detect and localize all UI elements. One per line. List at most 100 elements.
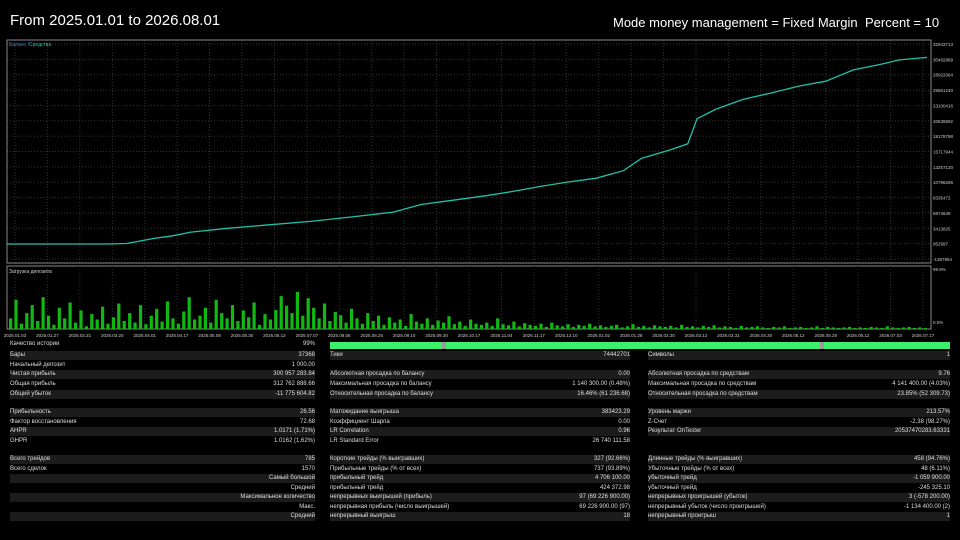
load-bar (409, 314, 413, 329)
charts-area: Баланс / Средства 32943713 30482889 280220… (4, 39, 954, 338)
load-bar (441, 322, 446, 329)
load-bar (366, 313, 370, 329)
row-max-dd-balance: Максимальная просадка по балансу 1 140 30… (330, 381, 630, 387)
row-max-consec-profit: непрерывная прибыль (число выигрышей) 69 … (330, 504, 630, 510)
load-bar (642, 325, 646, 329)
row-lr-correlation: LR Correlation 0.96 (330, 427, 630, 436)
x-tick-label: 2026.01.28 (620, 333, 643, 338)
row-expected-payoff: Матожидание выигрыша 383423.29 (330, 408, 630, 417)
y-tick-label: 15717944 (933, 150, 954, 155)
load-bar (52, 324, 56, 329)
row-long-trades: Длинные трейды (% выигравших) 458 (94.76%… (648, 455, 950, 464)
money-management-mode: Mode money management = Fixed Margin (613, 15, 858, 30)
load-bar (274, 309, 278, 329)
load-bar (436, 320, 440, 329)
load-bar (317, 318, 321, 329)
row-max-count: Максимальное количество (10, 493, 315, 502)
load-bar (241, 310, 245, 329)
load-bar (615, 324, 619, 329)
load-bar (869, 326, 873, 329)
load-bar (387, 317, 391, 329)
load-bar (837, 327, 841, 329)
load-bar (203, 307, 207, 329)
x-tick-label: 2026.03.31 (717, 333, 740, 338)
load-bar (885, 326, 889, 329)
load-bar (566, 324, 570, 329)
load-bar (788, 327, 792, 329)
load-bar (420, 323, 424, 329)
load-bar (128, 313, 132, 329)
load-bar (880, 327, 884, 329)
load-bar (901, 327, 906, 329)
load-bar (712, 325, 716, 329)
load-bar (506, 325, 511, 329)
row-avg-profit: прибыльный трейд 424 372.98 (330, 485, 630, 491)
load-bar (782, 326, 787, 329)
row-ticks: Тики 74442701 (330, 351, 630, 360)
x-tick-label: 2025.06.12 (263, 333, 286, 338)
load-bar (479, 324, 483, 329)
load-bar (820, 327, 824, 329)
load-bar (236, 321, 240, 329)
row-ontester: Результат OnTester 20537470283.63331 (648, 427, 950, 436)
row-short-trades: Короткие трейды (% выигравших) 327 (92.66… (330, 455, 630, 464)
row-abs-dd-equity: Абсолютная просадка по средствам 9.76 (648, 370, 950, 379)
equity-series-line (7, 56, 928, 245)
load-bar (653, 325, 657, 329)
row-rel-dd-balance: Относительная просадка по балансу 16.46% … (330, 390, 630, 399)
load-bar (571, 326, 575, 329)
load-bar (198, 315, 202, 329)
load-bar (815, 326, 819, 329)
history-quality-bar (330, 342, 950, 349)
load-bar (750, 326, 754, 329)
load-bar (723, 326, 727, 329)
load-bar (290, 313, 294, 329)
y-tick-label: 952997 (933, 242, 949, 247)
load-bar (214, 299, 218, 329)
row-ahpr: AHPR 1.0171 (1.71%) (10, 427, 315, 436)
load-bar (907, 326, 911, 329)
load-bar (912, 327, 916, 329)
row-largest: Самый большой (10, 474, 315, 483)
x-tick-label: 2025.01.03 (4, 333, 27, 338)
load-bar (690, 326, 695, 329)
load-bar (306, 298, 310, 329)
load-bar (133, 322, 137, 329)
load-bar (63, 318, 67, 329)
row-max-consec-wins: непрерывных выигрышей (прибыль) 97 (69 22… (330, 493, 630, 502)
load-bar (826, 326, 830, 329)
row-profit-trades: Прибыльные трейды (% от всех) 737 (93.89%… (330, 466, 630, 472)
load-bar (138, 305, 143, 329)
report-header: From 2025.01.01 to 2026.08.01 Mode money… (0, 0, 960, 40)
row-net-profit: Чистая прибыль 300 957 283.84 (10, 370, 315, 379)
statistics-table: Качество истории 99% Бары 37368 Тики 744427… (0, 340, 960, 540)
y-tick-label: 30482889 (933, 57, 954, 62)
row-avg-consec-wins: непрерывный выигрыш 18 (330, 512, 630, 521)
load-bar (279, 296, 283, 329)
load-bar (533, 325, 538, 329)
row-largest-loss: убыточный трейд -1 059 900.00 (648, 474, 950, 483)
load-bar (312, 307, 316, 329)
load-y-tick-label: 99.9% (933, 267, 946, 272)
y-tick-label: 20639592 (933, 119, 954, 124)
load-bar (864, 327, 868, 329)
load-bar (463, 325, 467, 329)
x-tick-label: 2026.06.12 (847, 333, 870, 338)
load-bar (165, 301, 170, 329)
load-bar (339, 315, 343, 329)
load-bar (674, 327, 678, 329)
load-bar (707, 326, 711, 329)
load-bar (609, 325, 613, 329)
x-tick-label: 2025.11.17 (523, 333, 546, 338)
x-tick-label: 2025.04.17 (166, 333, 189, 338)
y-tick-label: 13257120 (933, 165, 954, 170)
load-bar (853, 327, 857, 329)
load-bar (95, 319, 99, 329)
x-tick-label: 2025.08.06 (328, 333, 351, 338)
load-bar (604, 326, 608, 329)
y-tick-label: 10796296 (933, 180, 954, 185)
row-sharpe: Коэффициент Шарпа 0.00 (330, 419, 630, 425)
load-bar (512, 321, 516, 329)
x-axis-ticks: 2025.01.03 2025.01.27 2025.02.21 2025.03.20… (4, 333, 935, 338)
x-tick-label: 2025.12.10 (555, 333, 578, 338)
